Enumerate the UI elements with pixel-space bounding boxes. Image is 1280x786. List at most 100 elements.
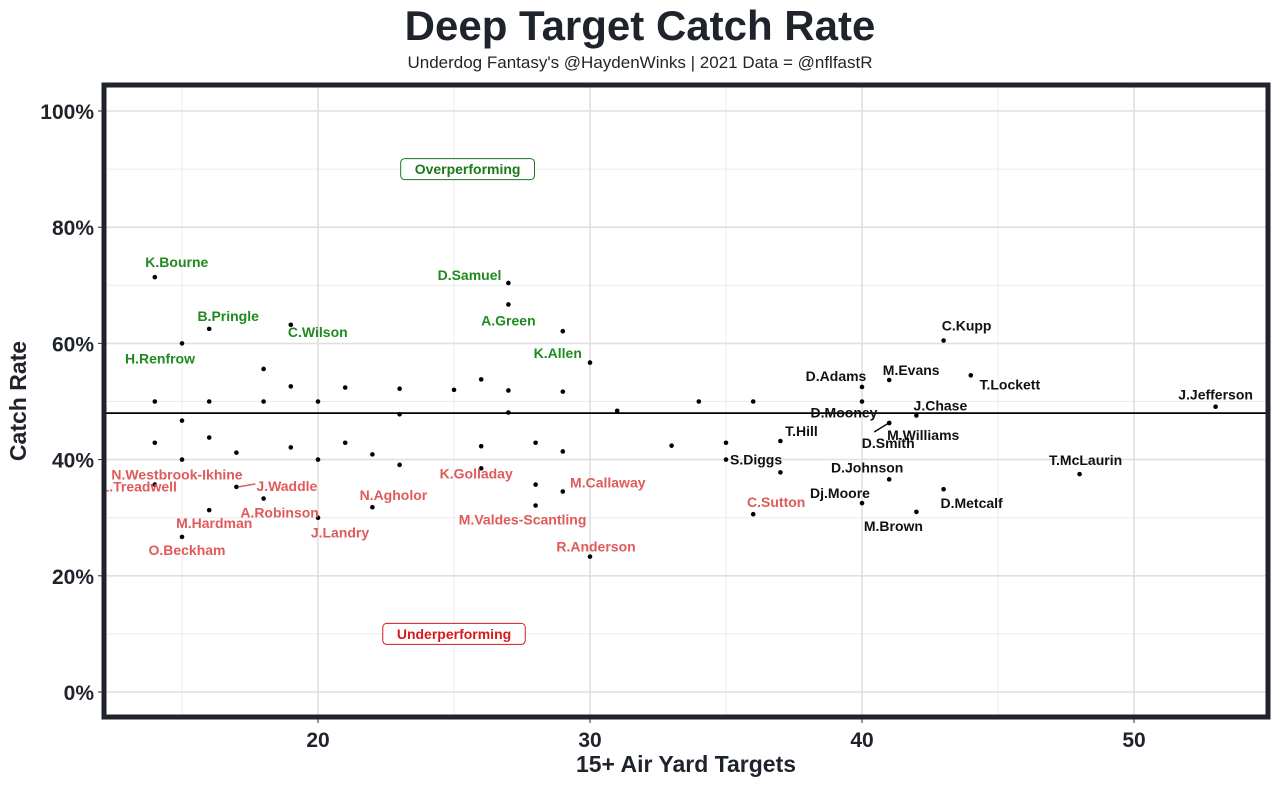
data-point — [342, 385, 348, 390]
data-point — [206, 399, 212, 404]
point-label: O.Beckham — [148, 542, 225, 558]
point-label: H.Renfrow — [125, 350, 195, 366]
data-point — [152, 274, 158, 280]
data-point — [315, 457, 321, 462]
data-point — [506, 280, 511, 286]
point-label: D.Johnson — [831, 459, 903, 475]
data-point — [506, 302, 511, 307]
point-label: J.Jefferson — [1178, 387, 1253, 403]
point-labels: K.Bourne B.Pringle H.Renfrow C.Wilson D.Samu… — [101, 254, 1253, 558]
data-point — [859, 500, 865, 506]
y-tick-label: 0% — [64, 682, 95, 705]
data-point — [152, 440, 158, 446]
data-point — [533, 503, 538, 508]
data-point — [152, 399, 158, 404]
data-point — [587, 360, 593, 365]
data-point — [397, 386, 402, 392]
point-label: M.Callaway — [570, 475, 646, 491]
x-tick-label: 30 — [578, 729, 601, 752]
point-label: K.Golladay — [440, 465, 513, 481]
data-point — [506, 388, 511, 393]
data-point — [886, 377, 892, 383]
data-point — [669, 443, 674, 448]
data-point — [533, 482, 538, 487]
data-point — [397, 462, 402, 468]
point-label: M.Brown — [864, 518, 923, 534]
data-point — [261, 366, 266, 372]
data-point — [179, 341, 185, 346]
data-points — [152, 274, 1218, 559]
point-label: L.Treadwell — [101, 479, 177, 495]
x-tick-label: 20 — [306, 729, 329, 752]
data-point — [560, 328, 566, 334]
data-point — [968, 373, 974, 378]
data-point — [614, 408, 620, 414]
y-axis-label: Catch Rate — [5, 341, 31, 461]
point-label: J.Chase — [914, 397, 968, 413]
data-point — [941, 486, 946, 492]
point-label: J.Waddle — [256, 478, 317, 494]
data-point — [533, 440, 538, 446]
point-label: M.Williams — [887, 427, 959, 443]
point-label: R.Anderson — [556, 539, 635, 555]
point-label: C.Wilson — [288, 324, 348, 340]
annotations: Overperforming Underperforming — [382, 158, 536, 645]
data-point — [179, 457, 185, 462]
data-point — [261, 399, 266, 404]
label-leader-line — [873, 423, 888, 433]
data-point — [179, 418, 185, 423]
data-point — [886, 420, 892, 426]
data-point — [750, 399, 756, 404]
point-label: D.Adams — [806, 368, 867, 384]
point-label: T.Lockett — [979, 376, 1040, 392]
x-axis-label: 15+ Air Yard Targets — [576, 751, 796, 777]
data-point — [288, 445, 294, 450]
data-point — [778, 470, 783, 475]
data-point — [451, 387, 457, 393]
axes: 20 30 40 50 0% 20% 40% 60% 80% 100% — [40, 82, 1271, 752]
data-point — [560, 489, 566, 494]
point-label: T.McLaurin — [1049, 452, 1122, 468]
y-tick-label: 100% — [40, 101, 94, 124]
point-label: D.Smith — [862, 435, 915, 451]
data-point — [778, 438, 783, 444]
data-point — [315, 399, 321, 404]
data-point — [886, 477, 892, 482]
data-point — [288, 384, 294, 389]
data-point — [234, 450, 239, 455]
point-label: D.Mooney — [811, 405, 878, 421]
annotation-box — [382, 622, 526, 645]
data-point — [587, 554, 593, 559]
plot-frame — [101, 82, 1271, 720]
y-tick-label: 60% — [52, 333, 94, 356]
point-label: N.Westbrook-Ikhine — [111, 467, 242, 483]
point-label: T.Hill — [785, 423, 818, 439]
data-point — [288, 322, 294, 328]
point-label: M.Evans — [883, 362, 940, 378]
y-tick-label: 40% — [52, 450, 94, 473]
data-point — [560, 389, 566, 394]
data-point — [750, 511, 756, 517]
point-label: C.Kupp — [942, 317, 992, 333]
gridlines — [104, 85, 1268, 717]
data-point — [342, 440, 348, 446]
data-point — [696, 399, 702, 404]
data-point — [859, 384, 865, 390]
data-point — [914, 509, 919, 515]
data-point — [859, 399, 865, 404]
data-point — [941, 338, 946, 343]
point-label: K.Allen — [534, 345, 582, 361]
point-label: A.Green — [481, 312, 535, 328]
x-tick-label: 50 — [1122, 729, 1145, 752]
point-label: M.Hardman — [176, 515, 252, 531]
point-label: M.Valdes-Scantling — [459, 511, 587, 527]
data-point — [206, 507, 212, 513]
data-point — [914, 413, 919, 418]
data-point — [206, 435, 212, 440]
data-point — [397, 411, 402, 417]
y-tick-label: 20% — [52, 566, 94, 589]
data-point — [152, 482, 158, 487]
data-point — [179, 534, 185, 540]
y-tick-label: 80% — [52, 217, 94, 240]
